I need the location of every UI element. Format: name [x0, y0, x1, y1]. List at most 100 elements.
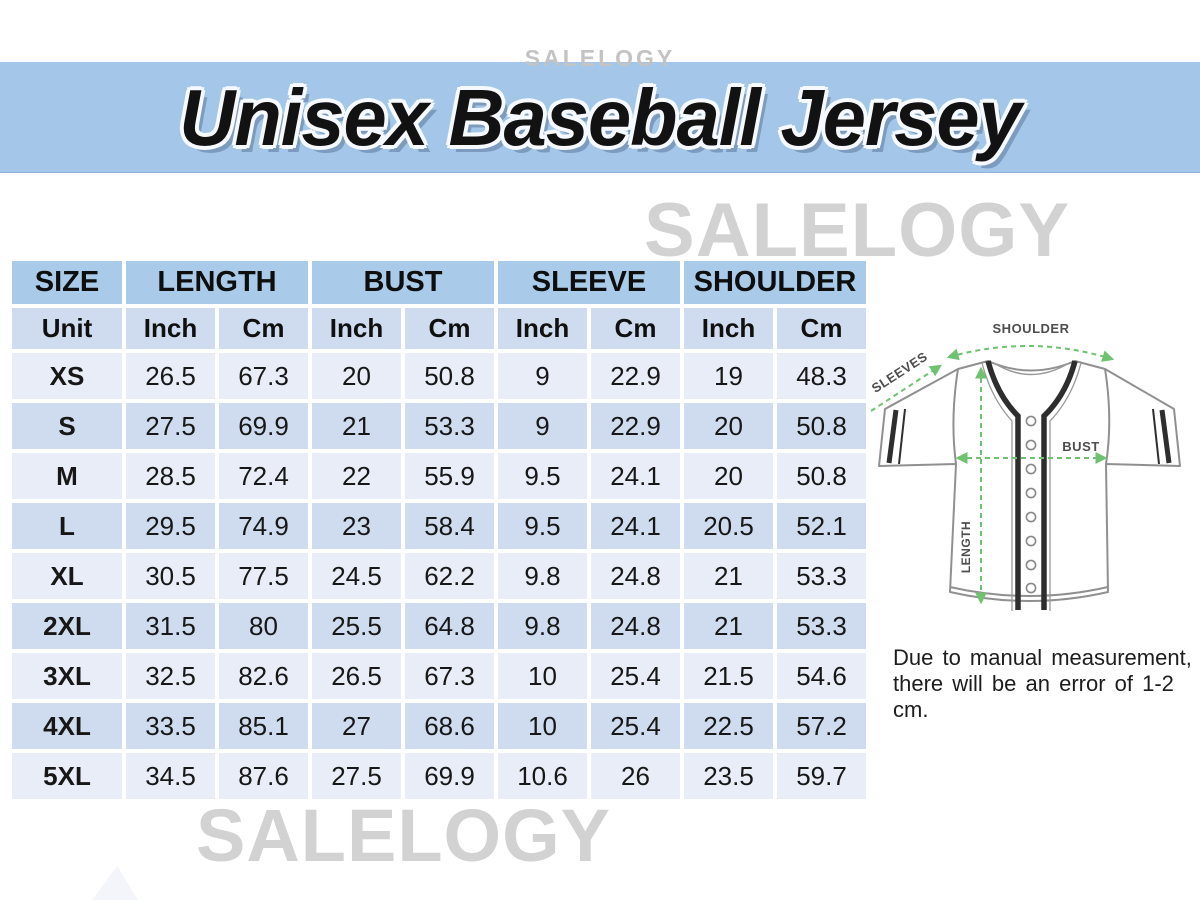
value-cell: 31.5: [126, 603, 215, 649]
value-cell: 26.5: [126, 353, 215, 399]
value-cell: 27.5: [312, 753, 401, 799]
table-row: XS 26.5 67.3 20 50.8 9 22.9 19 48.3: [12, 353, 866, 399]
page-title: Unisex Baseball Jersey: [179, 73, 1021, 162]
value-cell: 27: [312, 703, 401, 749]
size-cell: M: [12, 453, 122, 499]
value-cell: 26: [591, 753, 680, 799]
size-table-body: XS 26.5 67.3 20 50.8 9 22.9 19 48.3 S 27…: [12, 353, 866, 799]
value-cell: 23: [312, 503, 401, 549]
value-cell: 21.5: [684, 653, 773, 699]
size-cell: S: [12, 403, 122, 449]
length-label: LENGTH: [959, 521, 973, 573]
unit-cm: Cm: [591, 308, 680, 349]
value-cell: 23.5: [684, 753, 773, 799]
jersey-diagram: SHOULDER SLEEVES BUST LENGTH: [869, 321, 1181, 611]
collar-back-line: [993, 362, 1070, 376]
value-cell: 22: [312, 453, 401, 499]
header-shoulder: SHOULDER: [684, 261, 866, 304]
value-cell: 22.9: [591, 353, 680, 399]
value-cell: 9.5: [498, 503, 587, 549]
value-cell: 20.5: [684, 503, 773, 549]
value-cell: 21: [312, 403, 401, 449]
value-cell: 32.5: [126, 653, 215, 699]
size-cell: 3XL: [12, 653, 122, 699]
value-cell: 85.1: [219, 703, 308, 749]
value-cell: 29.5: [126, 503, 215, 549]
value-cell: 26.5: [312, 653, 401, 699]
unit-row: Unit Inch Cm Inch Cm Inch Cm Inch Cm: [12, 308, 866, 349]
size-cell: 5XL: [12, 753, 122, 799]
value-cell: 69.9: [219, 403, 308, 449]
jersey-outline: [878, 360, 1181, 602]
value-cell: 48.3: [777, 353, 866, 399]
value-cell: 25.5: [312, 603, 401, 649]
value-cell: 20: [312, 353, 401, 399]
value-cell: 74.9: [219, 503, 308, 549]
value-cell: 67.3: [219, 353, 308, 399]
unit-cm: Cm: [777, 308, 866, 349]
unit-inch: Inch: [126, 308, 215, 349]
table-header-row: SIZE LENGTH BUST SLEEVE SHOULDER: [12, 261, 866, 304]
table-row: L 29.5 74.9 23 58.4 9.5 24.1 20.5 52.1: [12, 503, 866, 549]
value-cell: 25.4: [591, 653, 680, 699]
size-cell: 4XL: [12, 703, 122, 749]
unit-inch: Inch: [498, 308, 587, 349]
header-size: SIZE: [12, 261, 122, 304]
table-row: 5XL 34.5 87.6 27.5 69.9 10.6 26 23.5 59.…: [12, 753, 866, 799]
jersey-buttons: [1025, 415, 1037, 594]
value-cell: 25.4: [591, 703, 680, 749]
value-cell: 27.5: [126, 403, 215, 449]
header-sleeve: SLEEVE: [498, 261, 680, 304]
value-cell: 9.8: [498, 603, 587, 649]
value-cell: 9: [498, 353, 587, 399]
value-cell: 68.6: [405, 703, 494, 749]
value-cell: 20: [684, 403, 773, 449]
table-row: 3XL 32.5 82.6 26.5 67.3 10 25.4 21.5 54.…: [12, 653, 866, 699]
title-banner: Unisex Baseball Jersey: [0, 62, 1200, 173]
corner-smudge: [92, 866, 138, 900]
sleeves-arrow: [870, 364, 943, 412]
value-cell: 55.9: [405, 453, 494, 499]
value-cell: 20: [684, 453, 773, 499]
table-row: S 27.5 69.9 21 53.3 9 22.9 20 50.8: [12, 403, 866, 449]
placket-piping: [981, 360, 1082, 611]
header-length: LENGTH: [126, 261, 308, 304]
value-cell: 9.5: [498, 453, 587, 499]
value-cell: 9: [498, 403, 587, 449]
shoulder-arrow: [946, 344, 1115, 362]
watermark-middle: SALELOGY: [644, 188, 1071, 273]
table-row: M 28.5 72.4 22 55.9 9.5 24.1 20 50.8: [12, 453, 866, 499]
note-line-2: there will be an error of 1-2 cm.: [893, 671, 1174, 722]
unit-label: Unit: [12, 308, 122, 349]
value-cell: 57.2: [777, 703, 866, 749]
value-cell: 24.8: [591, 553, 680, 599]
size-cell: XS: [12, 353, 122, 399]
value-cell: 21: [684, 603, 773, 649]
value-cell: 50.8: [777, 453, 866, 499]
cuff-bands: [886, 408, 1172, 465]
unit-cm: Cm: [219, 308, 308, 349]
value-cell: 72.4: [219, 453, 308, 499]
header-bust: BUST: [312, 261, 494, 304]
value-cell: 67.3: [405, 653, 494, 699]
value-cell: 77.5: [219, 553, 308, 599]
table-row: 4XL 33.5 85.1 27 68.6 10 25.4 22.5 57.2: [12, 703, 866, 749]
value-cell: 50.8: [405, 353, 494, 399]
value-cell: 87.6: [219, 753, 308, 799]
value-cell: 10.6: [498, 753, 587, 799]
value-cell: 9.8: [498, 553, 587, 599]
value-cell: 34.5: [126, 753, 215, 799]
value-cell: 22.9: [591, 403, 680, 449]
value-cell: 33.5: [126, 703, 215, 749]
bust-label: BUST: [1062, 439, 1099, 454]
table-row: XL 30.5 77.5 24.5 62.2 9.8 24.8 21 53.3: [12, 553, 866, 599]
value-cell: 82.6: [219, 653, 308, 699]
value-cell: 69.9: [405, 753, 494, 799]
measurement-note: Due to manual measurement, there will be…: [893, 645, 1193, 723]
value-cell: 28.5: [126, 453, 215, 499]
shoulder-label: SHOULDER: [993, 321, 1070, 336]
value-cell: 10: [498, 653, 587, 699]
value-cell: 80: [219, 603, 308, 649]
value-cell: 64.8: [405, 603, 494, 649]
